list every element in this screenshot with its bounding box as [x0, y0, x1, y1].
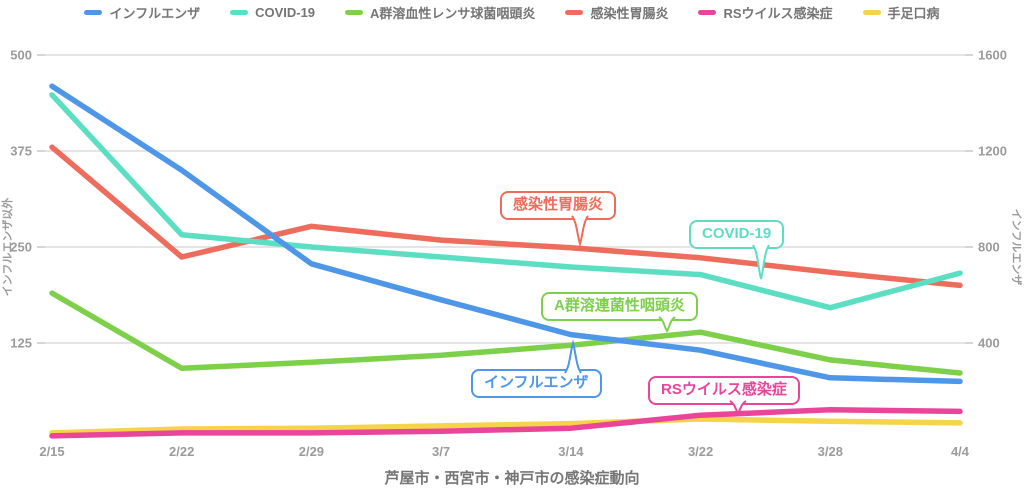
annotation-callout-3: A群溶連菌性咽頭炎: [541, 292, 698, 333]
x-axis-tick-label: 3/14: [558, 444, 584, 459]
annotation-tail-icon: [571, 215, 589, 248]
annotation-callout-4: インフルエンザ: [471, 339, 602, 398]
annotation-tail-icon: [752, 244, 770, 280]
left-axis-title: インフルエンザ以外: [0, 198, 14, 297]
annotation-label: 感染性胃腸炎: [513, 196, 604, 213]
legend-item-4[interactable]: 感染性胃腸炎: [565, 3, 668, 22]
legend-swatch-icon: [862, 10, 881, 15]
annotation-label: COVID-19: [702, 225, 772, 242]
annotation-tail-icon: [564, 339, 582, 374]
legend-item-2[interactable]: COVID-19: [230, 5, 315, 20]
right-axis-title: インフルエンザ: [1010, 209, 1023, 286]
annotation-tail-icon: [729, 400, 747, 415]
annotation-callout-5: RSウイルス感染症: [648, 376, 800, 415]
x-axis-tick-label: 3/28: [818, 444, 843, 459]
right-axis-tick-label: 1200: [978, 144, 1007, 159]
x-axis-tick-label: 3/22: [688, 444, 713, 459]
left-axis-tick-label: 375: [10, 144, 32, 159]
x-axis-tick-label: 3/7: [432, 444, 450, 459]
series-line: [49, 144, 963, 289]
x-axis-tick-label: 4/4: [951, 444, 970, 459]
legend-label: COVID-19: [255, 5, 316, 20]
x-axis-tick-label: 2/15: [39, 444, 64, 459]
chart-title: 芦屋市・西宮市・神戸市の感染症動向: [384, 470, 640, 487]
annotation-callout-2: COVID-19: [689, 220, 785, 280]
legend: インフルエンザ COVID-19 A群溶血性レンサ球菌咽頭炎 感染性胃腸炎 RSウイルス…: [0, 3, 1024, 22]
legend-label: インフルエンザ: [109, 6, 201, 21]
annotation-label: インフルエンザ: [484, 374, 589, 391]
legend-label: RSウイルス感染症: [723, 6, 833, 21]
legend-label: 感染性胃腸炎: [590, 6, 669, 21]
annotation-tail-icon: [658, 316, 676, 333]
left-axis-tick-label: 250: [10, 240, 32, 255]
legend-item-6[interactable]: 手足口病: [862, 3, 940, 22]
legend-item-3[interactable]: A群溶血性レンサ球菌咽頭炎: [345, 3, 535, 22]
series-line: [49, 407, 963, 439]
left-axis-tick-label: 125: [10, 336, 32, 351]
annotation-callout-1: 感染性胃腸炎: [500, 191, 617, 248]
legend-swatch-icon: [345, 10, 364, 15]
series-line: [49, 416, 963, 436]
series-line: [49, 290, 963, 376]
legend-item-5[interactable]: RSウイルス感染症: [698, 3, 833, 22]
legend-item-1[interactable]: インフルエンザ: [84, 3, 200, 22]
annotation-label: RSウイルス感染症: [661, 381, 787, 398]
legend-label: A群溶血性レンサ球菌咽頭炎: [370, 6, 536, 21]
series-line: [49, 83, 963, 385]
right-axis-tick-label: 1600: [978, 48, 1007, 63]
right-axis-tick-label: 400: [978, 336, 1000, 351]
legend-swatch-icon: [84, 10, 103, 15]
legend-label: 手足口病: [887, 6, 940, 21]
x-axis-tick-label: 2/29: [299, 444, 324, 459]
left-axis-tick-label: 500: [10, 48, 32, 63]
x-axis-tick-label: 2/22: [169, 444, 194, 459]
annotation-label: A群溶連菌性咽頭炎: [554, 297, 685, 314]
legend-swatch-icon: [698, 10, 717, 15]
right-axis-tick-label: 800: [978, 240, 1000, 255]
legend-swatch-icon: [230, 10, 249, 15]
series-line: [49, 92, 963, 311]
legend-swatch-icon: [565, 10, 584, 15]
